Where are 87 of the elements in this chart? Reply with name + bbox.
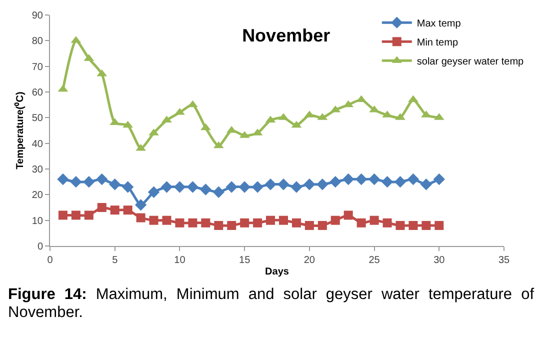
point — [110, 206, 120, 215]
caption: Figure 14: Maximum, Minimum and solar geyser water temperature of November. — [8, 286, 534, 321]
point — [407, 173, 420, 186]
y-axis-title: Temperature(⁰C) — [14, 92, 26, 170]
y-tick-label: 50 — [32, 113, 44, 124]
point — [382, 218, 392, 228]
y-tick-label: 0 — [37, 242, 44, 252]
point — [381, 176, 394, 188]
point — [136, 213, 146, 222]
y-tick-label: 10 — [32, 216, 44, 227]
point — [266, 216, 276, 225]
text: November — [242, 25, 330, 46]
x-tick-label: 25 — [368, 255, 380, 266]
point — [252, 181, 264, 193]
point — [304, 220, 314, 230]
x-tick-label: 20 — [304, 255, 316, 266]
point — [290, 181, 302, 193]
y-tick-label: 80 — [32, 36, 44, 48]
point — [253, 218, 262, 228]
point — [149, 216, 158, 225]
point — [212, 186, 224, 198]
point — [420, 178, 432, 190]
y-tick-label: 70 — [32, 62, 44, 73]
point — [96, 173, 108, 186]
y-tick-label: 20 — [32, 190, 44, 202]
point — [434, 220, 444, 230]
legend-label: solar geyser water temp — [416, 56, 524, 68]
point — [109, 178, 121, 190]
point — [188, 218, 198, 228]
point — [408, 220, 418, 230]
point — [264, 178, 276, 190]
x-tick-label: 15 — [239, 255, 251, 266]
point — [433, 173, 445, 186]
y-tick-label: 30 — [32, 164, 44, 176]
point — [200, 184, 212, 196]
point — [344, 210, 353, 220]
point — [58, 210, 68, 220]
point — [422, 220, 431, 230]
legend-label: Min temp — [416, 37, 458, 48]
point — [330, 176, 342, 188]
point — [186, 181, 199, 193]
point — [330, 216, 340, 225]
point — [160, 181, 173, 193]
y-tick-label: 90 — [32, 10, 44, 22]
point — [83, 176, 95, 188]
x-tick-label: 5 — [112, 255, 118, 266]
point — [226, 181, 238, 193]
x-axis-title: Days — [265, 266, 290, 278]
point — [292, 218, 301, 228]
x-tick-label: 10 — [174, 255, 186, 266]
point — [57, 173, 69, 186]
point — [175, 218, 184, 228]
point — [394, 176, 406, 188]
point — [355, 173, 368, 186]
point — [214, 220, 224, 230]
point — [70, 176, 82, 188]
y-tick-label: 40 — [32, 138, 44, 150]
point — [342, 173, 354, 186]
point — [278, 178, 290, 190]
legend-label: Max temp — [416, 18, 462, 30]
point — [136, 144, 146, 151]
point — [134, 199, 147, 211]
point — [316, 178, 328, 190]
point — [370, 216, 379, 225]
point — [84, 210, 94, 220]
x-tick-label: 35 — [498, 255, 510, 266]
x-tick-label: 30 — [434, 255, 446, 266]
point — [278, 216, 288, 225]
y-tick-label: 60 — [32, 88, 44, 98]
point — [304, 178, 316, 190]
point — [356, 218, 366, 228]
point — [122, 181, 134, 193]
point — [201, 218, 210, 228]
point — [227, 220, 236, 230]
point — [174, 181, 186, 193]
point — [396, 220, 405, 230]
point — [240, 218, 250, 228]
x-tick-label: 0 — [47, 255, 54, 266]
point — [369, 105, 380, 112]
point — [238, 181, 250, 193]
point — [162, 216, 172, 225]
point — [71, 210, 80, 220]
point — [123, 206, 132, 215]
point — [148, 186, 160, 198]
point — [318, 220, 327, 230]
point — [97, 203, 106, 212]
point — [368, 173, 380, 186]
